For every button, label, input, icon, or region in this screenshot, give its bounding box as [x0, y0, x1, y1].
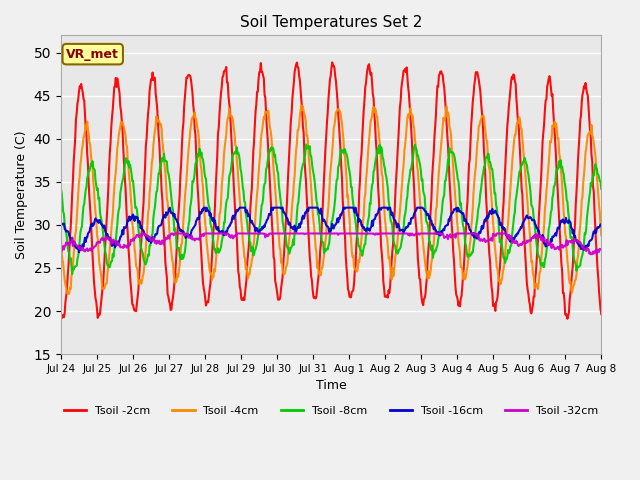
- X-axis label: Time: Time: [316, 379, 346, 392]
- Title: Soil Temperatures Set 2: Soil Temperatures Set 2: [240, 15, 422, 30]
- Legend: Tsoil -2cm, Tsoil -4cm, Tsoil -8cm, Tsoil -16cm, Tsoil -32cm: Tsoil -2cm, Tsoil -4cm, Tsoil -8cm, Tsoi…: [60, 401, 603, 420]
- Y-axis label: Soil Temperature (C): Soil Temperature (C): [15, 131, 28, 259]
- Text: VR_met: VR_met: [67, 48, 119, 60]
